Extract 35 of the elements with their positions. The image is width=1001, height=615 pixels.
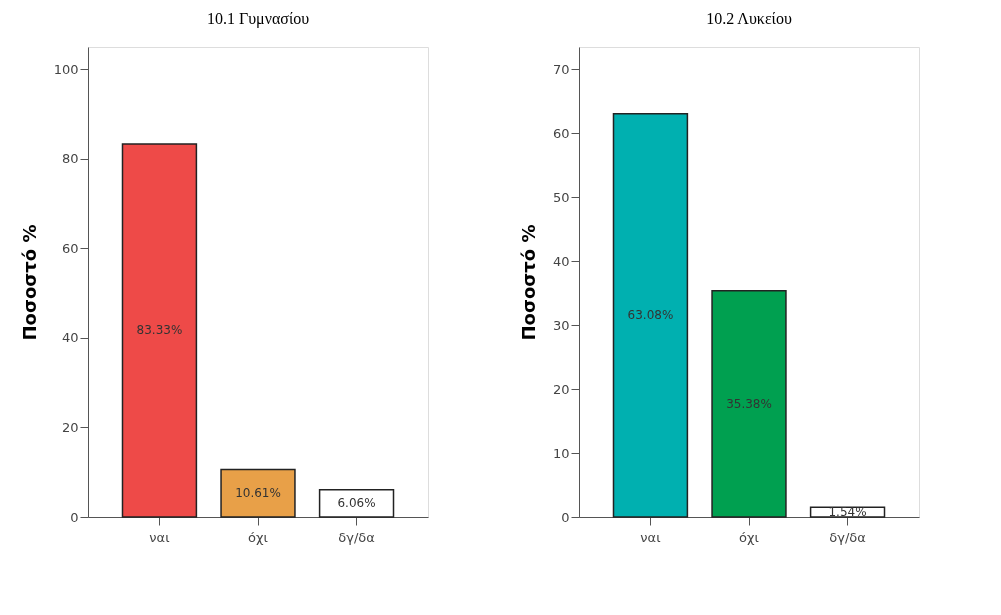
y-tick-label: 0 <box>70 509 79 525</box>
y-tick-label: 60 <box>552 125 570 141</box>
y-tick-label: 100 <box>53 61 79 77</box>
y-tick-label: 20 <box>552 381 570 397</box>
y-tick-label: 30 <box>552 317 570 333</box>
y-tick-label: 10 <box>552 445 570 461</box>
bar <box>318 489 395 518</box>
chart-title: 10.2 Λυκείου <box>706 10 792 27</box>
data-label: 83.33% <box>136 323 183 338</box>
y-tick-label: 20 <box>61 419 79 435</box>
data-label: 6.06% <box>337 496 376 511</box>
y-tick-label: 60 <box>61 240 79 256</box>
chart-title: 10.1 Γυμνασίου <box>206 10 310 28</box>
y-axis-title: Ποσοστό % <box>18 224 40 341</box>
y-tick-label: 40 <box>61 330 79 346</box>
data-label: 1.54% <box>828 505 867 520</box>
x-tick-label: όχι <box>248 529 268 545</box>
x-tick-label: δγ/δα <box>338 529 375 545</box>
x-tick-label: ναι <box>149 529 170 545</box>
data-label: 10.61% <box>235 486 281 501</box>
x-tick-label: όχι <box>739 529 759 545</box>
bar <box>711 290 787 518</box>
x-tick-label: δγ/δα <box>829 529 866 545</box>
y-tick-label: 70 <box>552 61 570 77</box>
y-tick-label: 40 <box>552 253 570 269</box>
bar <box>121 143 198 518</box>
y-tick-label: 50 <box>552 189 570 205</box>
data-label: 35.38% <box>726 396 772 411</box>
y-axis-title: Ποσοστό % <box>517 224 539 341</box>
y-tick-label: 80 <box>61 151 79 167</box>
data-label: 63.08% <box>627 308 674 323</box>
y-tick-label: 0 <box>561 509 570 525</box>
x-tick-label: ναι <box>640 529 661 545</box>
bar <box>220 468 296 518</box>
bar <box>612 112 689 518</box>
